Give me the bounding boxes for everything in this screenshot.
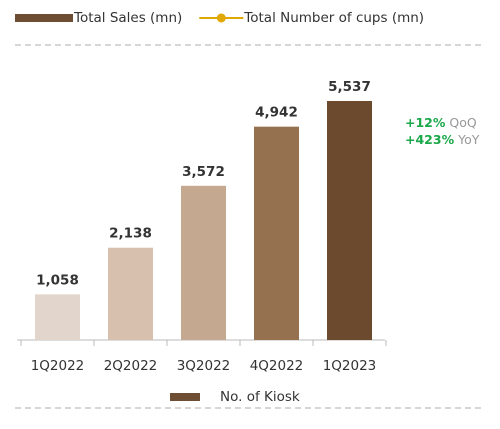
bar — [35, 294, 80, 340]
legend-swatch — [15, 14, 73, 22]
annotation-label: QoQ — [449, 115, 476, 130]
annotation: +12% QoQ — [405, 115, 477, 130]
x-tick-label: 4Q2022 — [250, 358, 304, 374]
legend-swatch — [170, 393, 200, 401]
bar — [327, 100, 372, 340]
bar — [254, 126, 299, 340]
x-tick-label: 1Q2022 — [31, 358, 85, 374]
legend-label: Total Number of cups (mn) — [243, 10, 424, 26]
annotation-change: +12% — [405, 115, 446, 130]
value-label: 3,572 — [182, 164, 225, 180]
legend-dot — [216, 13, 226, 23]
legend-label: No. of Kiosk — [220, 389, 300, 405]
x-tick-label: 2Q2022 — [104, 358, 158, 374]
bar — [108, 247, 153, 340]
value-label: 2,138 — [109, 226, 152, 242]
value-label: 1,058 — [36, 272, 79, 288]
value-label: 4,942 — [255, 105, 298, 121]
legend-label: Total Sales (mn) — [73, 10, 182, 26]
annotation-change: +423% — [405, 132, 455, 147]
x-tick-label: 3Q2022 — [177, 358, 231, 374]
value-label: 5,537 — [328, 79, 371, 95]
x-tick-label: 1Q2023 — [323, 358, 377, 374]
bar — [181, 185, 226, 340]
annotation-label: YoY — [457, 132, 480, 147]
annotation: +423% YoY — [405, 132, 480, 147]
